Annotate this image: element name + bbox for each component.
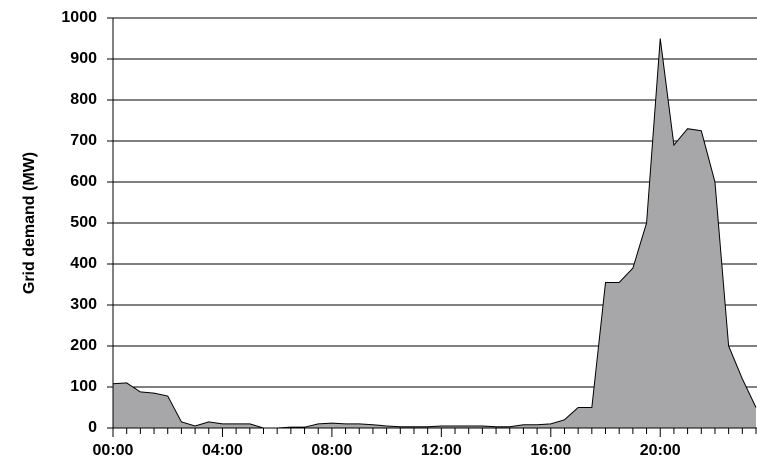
x-tick-label: 08:00 bbox=[311, 442, 352, 459]
x-tick-label: 04:00 bbox=[202, 442, 243, 459]
x-tick-label: 20:00 bbox=[640, 442, 681, 459]
y-tick-label: 1000 bbox=[61, 9, 97, 26]
y-tick-label: 700 bbox=[70, 132, 97, 149]
area-line bbox=[112, 38, 757, 429]
x-tick-label: 12:00 bbox=[421, 442, 462, 459]
y-tick-label: 100 bbox=[70, 378, 97, 395]
y-tick-label: 600 bbox=[70, 173, 97, 190]
y-tick-label: 900 bbox=[70, 50, 97, 67]
y-tick-label: 0 bbox=[88, 419, 97, 436]
y-tick-label: 500 bbox=[70, 214, 97, 231]
y-tick-label: 300 bbox=[70, 296, 97, 313]
x-tick-label: 00:00 bbox=[93, 442, 134, 459]
y-tick-label: 800 bbox=[70, 91, 97, 108]
y-axis-label: Grid demand (MW) bbox=[21, 152, 38, 294]
x-tick-label: 16:00 bbox=[530, 442, 571, 459]
y-tick-label: 400 bbox=[70, 255, 97, 272]
area bbox=[113, 38, 756, 428]
y-tick-label: 200 bbox=[70, 337, 97, 354]
